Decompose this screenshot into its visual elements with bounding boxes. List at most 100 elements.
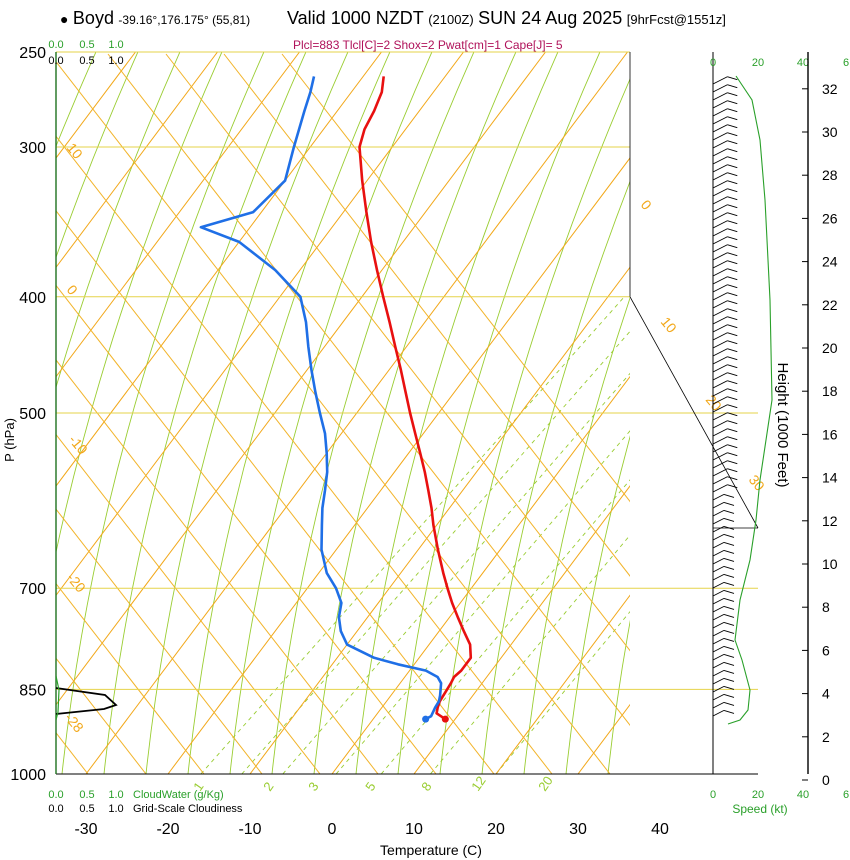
wind-barb [712, 116, 728, 125]
wind-barb [712, 428, 728, 437]
height-tick-label: 14 [822, 470, 838, 486]
speed-tick-bottom: 40 [797, 789, 809, 801]
mixing-ratio-line [200, 296, 625, 774]
wind-barb-flag [723, 645, 735, 650]
wind-barb-flag [727, 260, 738, 265]
height-tick-label: 6 [822, 642, 830, 658]
wind-barb-flag [727, 164, 738, 169]
height-tick-label: 20 [822, 340, 838, 356]
height-tick-label: 26 [822, 210, 838, 226]
wind-barb [712, 308, 728, 317]
height-tick-label: 30 [822, 124, 838, 140]
wind-barb [712, 685, 725, 693]
wind-barb [712, 244, 728, 253]
isotherm-line [413, 485, 630, 774]
wind-barb-flag [727, 356, 738, 361]
isotherm-label: -20 [64, 570, 89, 596]
wind-barb-flag [727, 228, 738, 233]
valid-time-bar: Valid 1000 NZDT (2100Z) SUN 24 Aug 2025 … [287, 8, 726, 29]
height-axis-label: Height (1000 Feet) [774, 362, 791, 487]
wind-barb [712, 372, 728, 381]
cloudiness-label: Grid-Scale Cloudiness [133, 803, 243, 815]
mixing-ratio-label: 8 [418, 779, 434, 794]
wind-barb [712, 252, 728, 261]
dry-adiabat-line [56, 210, 495, 774]
wind-barb [712, 276, 728, 285]
x-axis-label: Temperature (C) [380, 842, 482, 858]
cloudiness-scale-bottom: 1.0 [108, 803, 123, 815]
wind-barb-flag [723, 709, 735, 714]
height-tick-label: 32 [822, 81, 838, 97]
wind-barb [712, 452, 728, 461]
wind-barb-flag [727, 316, 738, 321]
wind-barb-flag [727, 124, 738, 129]
wind-barb-flag [727, 452, 738, 457]
wind-barb-flag [727, 108, 738, 113]
wind-barb [712, 420, 728, 429]
wind-barb-flag [723, 557, 735, 562]
isotherm-label: -10 [66, 432, 91, 458]
wind-barb-flag [727, 308, 738, 313]
wind-barb-flag [723, 493, 735, 498]
temperature-tick-label: 40 [651, 821, 669, 838]
isotherm-label: 30 [746, 472, 768, 494]
wind-barb-flag [727, 140, 738, 145]
height-tick-label: 0 [822, 772, 830, 788]
height-tick-label: 18 [822, 383, 838, 399]
height-tick-label: 8 [822, 599, 830, 615]
isotherm-line [495, 594, 630, 774]
wind-barb [712, 220, 728, 229]
wind-barb [712, 92, 728, 101]
moist-adiabat [229, 52, 433, 774]
speed-tick-top: 40 [797, 57, 809, 69]
isotherm-label: 20 [703, 392, 725, 414]
cloudiness-scale-top: 0.0 [48, 55, 63, 67]
moist-adiabat [565, 435, 630, 774]
wind-barb-flag [727, 428, 738, 433]
temperature-tick-label: -30 [74, 821, 97, 838]
wind-barb [712, 669, 725, 677]
wind-barb-flag [727, 172, 738, 177]
dry-adiabat-line [56, 60, 611, 774]
forecast-info: [9hrFcst@1551z] [626, 12, 726, 27]
wind-barb-flag [723, 669, 735, 674]
wind-barb-flag [727, 340, 738, 345]
mixing-ratio-line [282, 372, 630, 774]
wind-barb [712, 701, 725, 709]
moist-adiabat [61, 52, 265, 774]
wind-barb-flag [727, 476, 738, 481]
wind-barb-flag [727, 276, 738, 281]
wind-barb [712, 557, 725, 565]
wind-barb-flag [727, 404, 738, 409]
wind-barb [712, 460, 728, 469]
wind-barb [712, 468, 728, 477]
station-dot-icon: ● [60, 11, 69, 27]
wind-barb [712, 268, 728, 277]
temperature-tick-label: 20 [487, 821, 505, 838]
temperature-profile [358, 76, 473, 721]
moist-adiabat [56, 52, 181, 389]
wind-barb [712, 236, 728, 245]
wind-barb-flag [727, 396, 738, 401]
wind-barb [712, 396, 728, 405]
isotherm-line [56, 52, 300, 378]
height-tick-label: 22 [822, 297, 838, 313]
wind-barb [712, 517, 725, 525]
wind-barb-flag [727, 468, 738, 473]
cloudwater-scale-bottom: 0.5 [79, 789, 94, 801]
wind-barb [712, 388, 728, 397]
wind-barb-flag [727, 212, 738, 217]
wind-barb-flag [723, 597, 735, 602]
moist-adiabat [607, 619, 630, 774]
wind-barb-flag [723, 693, 735, 698]
wind-barb [712, 573, 725, 581]
wind-barb [712, 380, 728, 389]
dry-adiabat-line [165, 53, 630, 652]
wind-barb-flag [727, 460, 738, 465]
pressure-tick-label: 850 [19, 682, 46, 699]
wind-barb-flag [727, 364, 738, 369]
wind-barb-flag [727, 132, 738, 137]
wind-barb-flag [727, 148, 738, 153]
isotherm-line [56, 52, 218, 269]
height-tick-label: 12 [822, 513, 838, 529]
